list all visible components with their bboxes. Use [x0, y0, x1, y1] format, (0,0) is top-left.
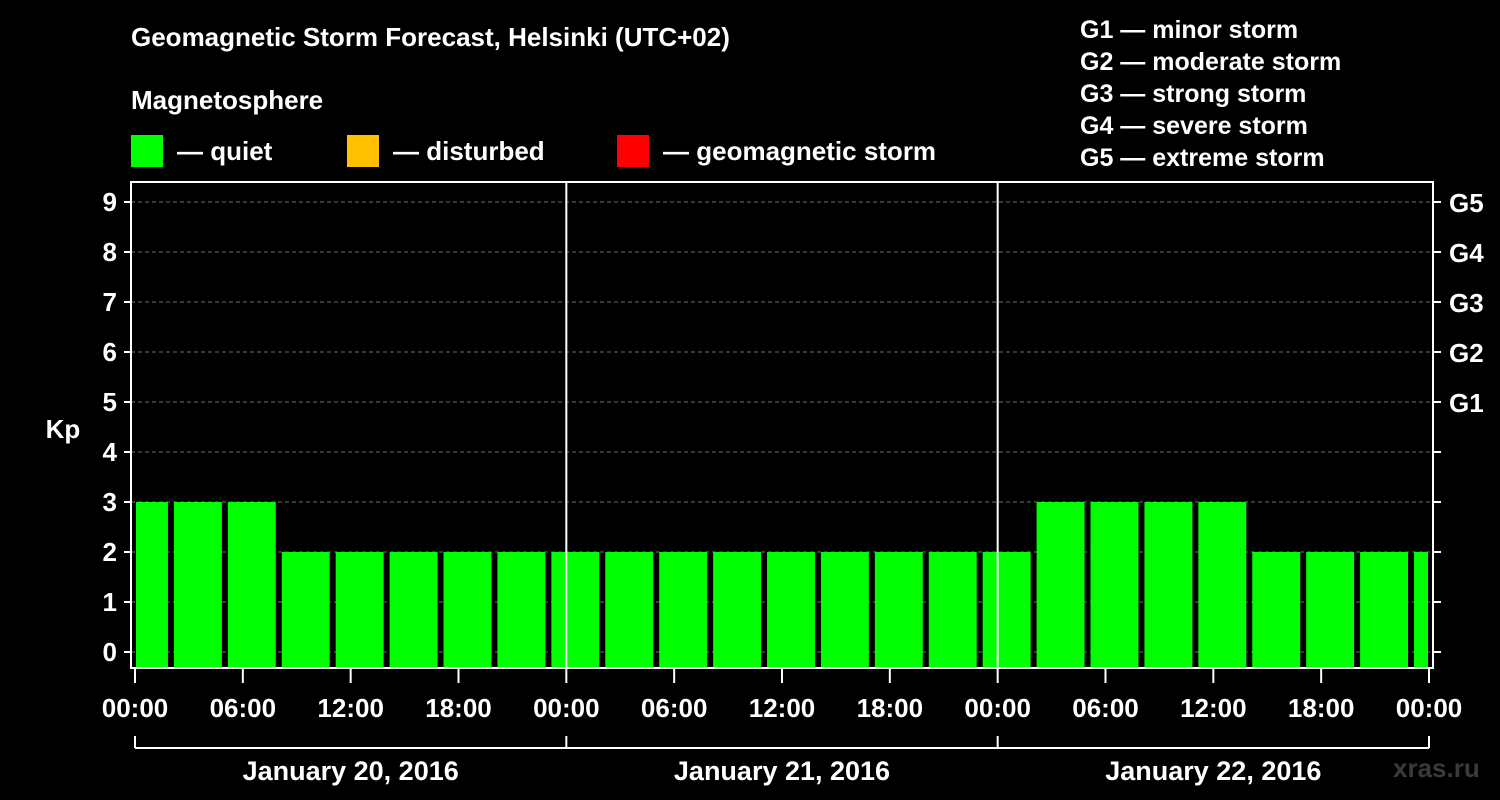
- kp-bar: [713, 552, 762, 668]
- legend-label-storm: — geomagnetic storm: [663, 135, 937, 166]
- x-tick-label: 06:00: [1072, 693, 1139, 723]
- legend-swatch-disturbed: [347, 135, 379, 167]
- kp-bar: [335, 552, 384, 668]
- storm-level-label: G1: [1449, 388, 1484, 418]
- kp-bar: [389, 552, 438, 668]
- day-label: January 21, 2016: [674, 756, 890, 786]
- y-tick-label: 3: [103, 487, 117, 517]
- kp-bar: [1306, 552, 1355, 668]
- kp-bar: [1414, 552, 1428, 668]
- x-tick-label: 12:00: [317, 693, 384, 723]
- watermark: xras.ru: [1393, 753, 1480, 783]
- kp-bar: [443, 552, 492, 668]
- x-tick-label: 18:00: [857, 693, 924, 723]
- kp-bar: [605, 552, 654, 668]
- kp-bar: [227, 502, 276, 668]
- storm-scale-g2: G2 — moderate storm: [1080, 48, 1342, 76]
- y-tick-label: 0: [103, 637, 117, 667]
- legend-item-quiet: — quiet: [131, 134, 272, 168]
- y-tick-label: 8: [103, 237, 117, 267]
- x-tick-label: 06:00: [641, 693, 708, 723]
- kp-bar: [1360, 552, 1409, 668]
- x-tick-label: 00:00: [102, 693, 169, 723]
- storm-scale-g5: G5 — extreme storm: [1080, 144, 1325, 172]
- day-label: January 20, 2016: [243, 756, 459, 786]
- x-tick-label: 12:00: [1180, 693, 1247, 723]
- kp-bar: [982, 552, 1031, 668]
- storm-level-label: G2: [1449, 338, 1484, 368]
- x-tick-label: 18:00: [425, 693, 492, 723]
- kp-bar: [874, 552, 923, 668]
- x-tick-label: 00:00: [964, 693, 1031, 723]
- kp-bar: [1198, 502, 1247, 668]
- storm-scale-legend: G1 — minor storm G2 — moderate storm G3 …: [1080, 14, 1341, 174]
- kp-bar: [767, 552, 815, 668]
- kp-bar: [820, 552, 869, 668]
- y-tick-label: 6: [103, 337, 117, 367]
- x-tick-label: 06:00: [210, 693, 277, 723]
- day-label: January 22, 2016: [1105, 756, 1321, 786]
- legend-swatch-storm: [617, 135, 649, 167]
- y-tick-label: 4: [103, 437, 118, 467]
- legend-swatch-quiet: [131, 135, 163, 167]
- x-tick-label: 00:00: [533, 693, 600, 723]
- kp-bar: [1090, 502, 1139, 668]
- legend-item-disturbed: — disturbed: [347, 134, 545, 168]
- kp-bar: [659, 552, 708, 668]
- kp-bar: [1036, 502, 1085, 668]
- kp-bar: [928, 552, 977, 668]
- y-tick-label: 2: [103, 537, 117, 567]
- kp-bar: [551, 552, 600, 668]
- legend-label-quiet: — quiet: [177, 135, 273, 166]
- storm-scale-g3: G3 — strong storm: [1080, 80, 1307, 108]
- x-tick-label: 12:00: [749, 693, 816, 723]
- storm-scale-g4: G4 — severe storm: [1080, 112, 1308, 140]
- storm-level-label: G5: [1449, 188, 1484, 218]
- x-tick-label: 18:00: [1288, 693, 1355, 723]
- kp-bar: [173, 502, 222, 668]
- storm-level-label: G4: [1449, 238, 1484, 268]
- kp-bar: [497, 552, 546, 668]
- storm-scale-g1: G1 — minor storm: [1080, 16, 1299, 44]
- legend-label-disturbed: — disturbed: [393, 135, 545, 166]
- kp-bar: [136, 502, 168, 668]
- kp-bar: [1144, 502, 1193, 668]
- y-tick-label: 5: [103, 387, 117, 417]
- storm-level-label: G3: [1449, 288, 1484, 318]
- y-tick-label: 9: [103, 187, 117, 217]
- y-tick-label: 1: [103, 587, 117, 617]
- kp-bar: [1252, 552, 1301, 668]
- legend-item-storm: — geomagnetic storm: [617, 134, 936, 168]
- x-tick-label: 00:00: [1396, 693, 1463, 723]
- magnetosphere-label: Magnetosphere: [131, 85, 324, 115]
- y-axis-label: Kp: [46, 414, 81, 444]
- chart-title: Geomagnetic Storm Forecast, Helsinki (UT…: [131, 22, 730, 52]
- y-tick-label: 7: [103, 287, 117, 317]
- kp-bar: [281, 552, 330, 668]
